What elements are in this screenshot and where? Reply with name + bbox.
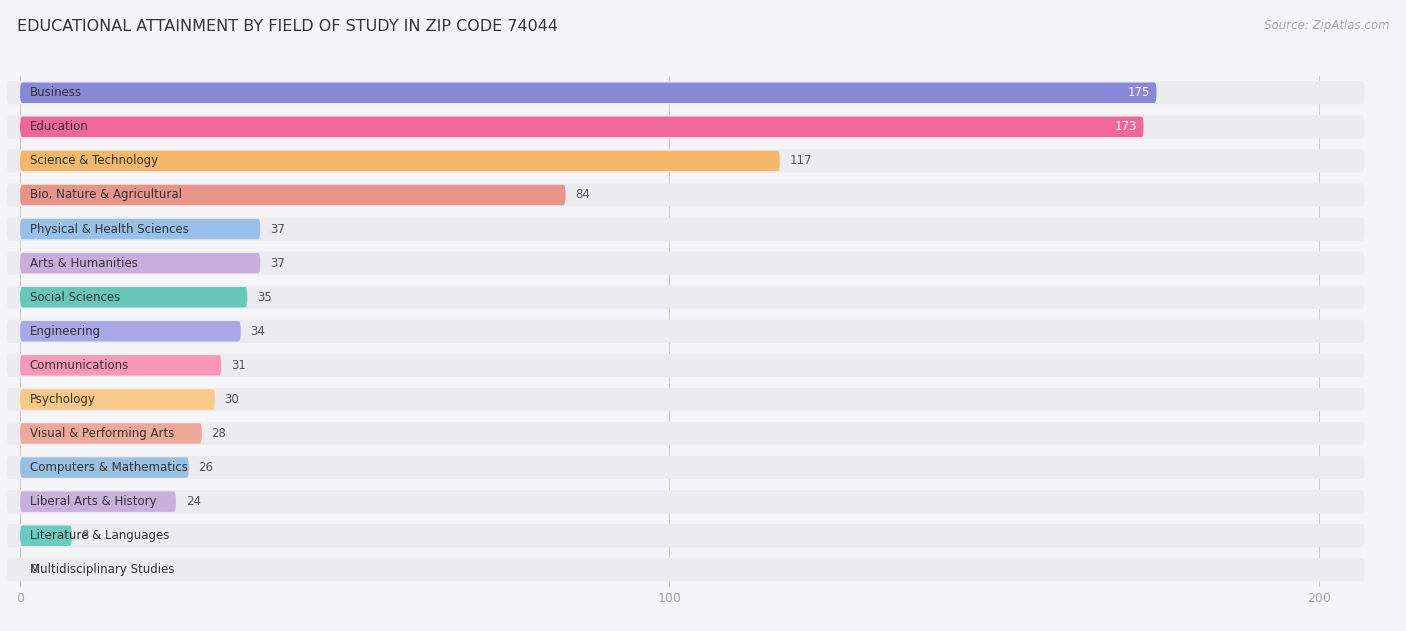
FancyBboxPatch shape: [20, 117, 1143, 137]
FancyBboxPatch shape: [7, 218, 1364, 240]
Text: Multidisciplinary Studies: Multidisciplinary Studies: [30, 563, 174, 576]
FancyBboxPatch shape: [7, 558, 1364, 581]
Text: Social Sciences: Social Sciences: [30, 291, 120, 304]
Text: Education: Education: [30, 121, 89, 133]
FancyBboxPatch shape: [7, 388, 1364, 411]
Text: Arts & Humanities: Arts & Humanities: [30, 257, 138, 269]
FancyBboxPatch shape: [7, 320, 1364, 343]
Text: Communications: Communications: [30, 359, 129, 372]
FancyBboxPatch shape: [20, 355, 221, 375]
FancyBboxPatch shape: [20, 219, 260, 239]
FancyBboxPatch shape: [20, 526, 72, 546]
FancyBboxPatch shape: [7, 490, 1364, 513]
Text: 175: 175: [1128, 86, 1150, 99]
Text: 37: 37: [270, 257, 285, 269]
FancyBboxPatch shape: [20, 321, 240, 341]
FancyBboxPatch shape: [7, 115, 1364, 138]
Text: 24: 24: [186, 495, 201, 508]
FancyBboxPatch shape: [7, 456, 1364, 479]
Text: 31: 31: [231, 359, 246, 372]
Text: 30: 30: [225, 393, 239, 406]
Text: 8: 8: [82, 529, 89, 542]
Text: 28: 28: [212, 427, 226, 440]
Text: Science & Technology: Science & Technology: [30, 155, 157, 167]
FancyBboxPatch shape: [7, 286, 1364, 309]
FancyBboxPatch shape: [7, 524, 1364, 547]
Text: 173: 173: [1115, 121, 1137, 133]
FancyBboxPatch shape: [20, 389, 215, 410]
Text: Psychology: Psychology: [30, 393, 96, 406]
FancyBboxPatch shape: [20, 492, 176, 512]
FancyBboxPatch shape: [7, 150, 1364, 172]
FancyBboxPatch shape: [7, 252, 1364, 274]
Text: Engineering: Engineering: [30, 325, 101, 338]
Text: Bio, Nature & Agricultural: Bio, Nature & Agricultural: [30, 189, 181, 201]
Text: Business: Business: [30, 86, 82, 99]
Text: EDUCATIONAL ATTAINMENT BY FIELD OF STUDY IN ZIP CODE 74044: EDUCATIONAL ATTAINMENT BY FIELD OF STUDY…: [17, 19, 558, 34]
FancyBboxPatch shape: [7, 81, 1364, 104]
Text: Liberal Arts & History: Liberal Arts & History: [30, 495, 156, 508]
Text: 84: 84: [575, 189, 591, 201]
FancyBboxPatch shape: [20, 423, 202, 444]
Text: 37: 37: [270, 223, 285, 235]
Text: 35: 35: [257, 291, 271, 304]
Text: 117: 117: [790, 155, 813, 167]
FancyBboxPatch shape: [20, 151, 780, 171]
Text: Source: ZipAtlas.com: Source: ZipAtlas.com: [1264, 19, 1389, 32]
Text: 0: 0: [30, 563, 37, 576]
Text: Computers & Mathematics: Computers & Mathematics: [30, 461, 187, 474]
FancyBboxPatch shape: [7, 354, 1364, 377]
FancyBboxPatch shape: [20, 287, 247, 307]
FancyBboxPatch shape: [20, 185, 565, 205]
Text: Visual & Performing Arts: Visual & Performing Arts: [30, 427, 174, 440]
FancyBboxPatch shape: [7, 422, 1364, 445]
FancyBboxPatch shape: [20, 253, 260, 273]
Text: 26: 26: [198, 461, 214, 474]
Text: Literature & Languages: Literature & Languages: [30, 529, 169, 542]
FancyBboxPatch shape: [20, 83, 1157, 103]
Text: Physical & Health Sciences: Physical & Health Sciences: [30, 223, 188, 235]
Text: 34: 34: [250, 325, 266, 338]
FancyBboxPatch shape: [20, 457, 188, 478]
FancyBboxPatch shape: [7, 184, 1364, 206]
